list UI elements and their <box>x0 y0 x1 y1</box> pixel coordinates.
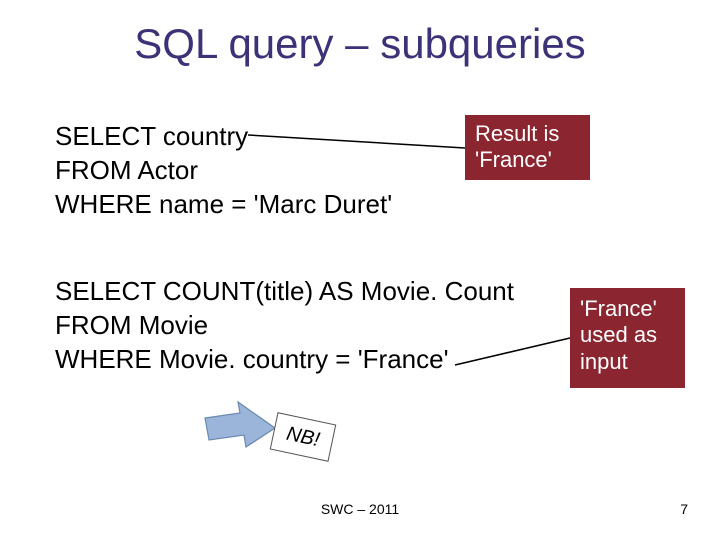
query2-line1: SELECT COUNT(title) AS Movie. Count <box>55 275 514 309</box>
input-callout-box: 'France' used as input <box>570 288 685 388</box>
box1-line2: 'France' <box>475 147 580 173</box>
nb-arrow-icon <box>205 402 275 447</box>
result-callout-box: Result is 'France' <box>465 115 590 180</box>
box2-line2: used as <box>580 322 675 348</box>
box2-line1: 'France' <box>580 296 675 322</box>
sql-query-2: SELECT COUNT(title) AS Movie. Count FROM… <box>55 275 514 376</box>
page-number: 7 <box>680 501 688 517</box>
query1-line1: SELECT country <box>55 120 392 154</box>
slide-title: SQL query – subqueries <box>0 20 720 68</box>
box1-line1: Result is <box>475 121 580 147</box>
query1-line3: WHERE name = 'Marc Duret' <box>55 188 392 222</box>
query2-line2: FROM Movie <box>55 309 514 343</box>
nb-callout: NB! <box>270 412 337 462</box>
query2-line3: WHERE Movie. country = 'France' <box>55 343 514 377</box>
footer-text: SWC – 2011 <box>0 501 720 517</box>
connector-overlay <box>0 0 720 540</box>
box2-line3: input <box>580 349 675 375</box>
query1-line2: FROM Actor <box>55 154 392 188</box>
sql-query-1: SELECT country FROM Actor WHERE name = '… <box>55 120 392 221</box>
